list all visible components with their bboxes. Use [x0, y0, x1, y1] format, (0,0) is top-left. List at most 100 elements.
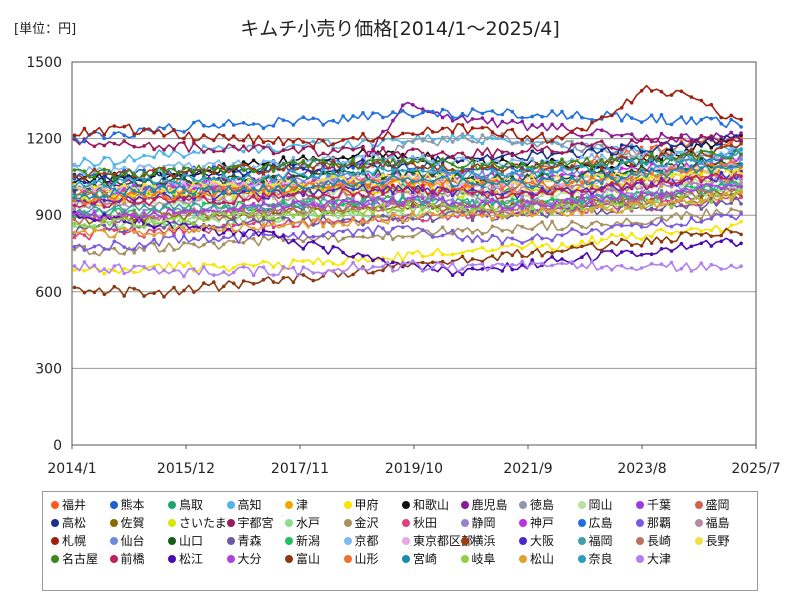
data-point	[610, 168, 614, 173]
data-point	[231, 223, 236, 228]
data-point	[550, 109, 554, 113]
data-point	[610, 240, 614, 245]
data-point	[301, 159, 306, 163]
data-point	[570, 143, 574, 147]
data-point	[560, 199, 564, 203]
legend-item: 新潟	[285, 533, 320, 549]
data-point	[301, 206, 306, 210]
data-point	[619, 250, 624, 254]
data-point	[331, 142, 336, 146]
data-point	[82, 268, 87, 273]
y-tick-label: 600	[35, 285, 62, 301]
data-point	[212, 216, 216, 221]
data-point	[231, 266, 236, 270]
data-point	[560, 202, 564, 207]
data-point	[411, 234, 415, 239]
data-point	[709, 150, 714, 154]
data-point	[221, 235, 226, 240]
legend: 福井 熊本 鳥取 高知 津 甲府 和歌山 鹿児島 徳島 岡山 千葉 盛岡 高松 佐賀 さいたま 宇都宮 水戸 金沢…	[42, 491, 758, 591]
data-point	[152, 189, 156, 193]
data-point	[510, 236, 515, 241]
data-point	[600, 148, 604, 153]
data-point	[241, 233, 246, 238]
data-point	[590, 228, 594, 232]
data-point	[500, 112, 505, 117]
data-point	[659, 152, 664, 156]
data-point	[570, 260, 574, 264]
data-point	[580, 149, 584, 154]
data-point	[669, 154, 674, 159]
data-point	[520, 162, 524, 166]
data-point	[92, 204, 97, 209]
data-point	[371, 139, 375, 143]
data-point	[540, 114, 544, 119]
data-point	[450, 193, 455, 198]
legend-item: 徳島	[519, 497, 554, 513]
data-point	[460, 156, 465, 160]
data-point	[699, 149, 704, 153]
data-point	[271, 179, 276, 184]
data-point	[221, 270, 226, 274]
data-point	[669, 169, 674, 174]
data-point	[520, 206, 524, 211]
data-point	[460, 151, 465, 155]
legend-marker	[577, 537, 586, 545]
data-point	[291, 280, 296, 285]
data-point	[261, 184, 266, 188]
data-point	[132, 179, 136, 183]
data-point	[530, 174, 534, 178]
data-point	[241, 162, 246, 167]
data-point	[739, 264, 743, 269]
data-point	[590, 235, 594, 239]
data-point	[689, 95, 694, 99]
legend-item: 大分	[226, 551, 262, 567]
data-point	[261, 192, 266, 196]
legend-label: 静岡	[471, 516, 496, 530]
x-tick-label: 2019/10	[385, 461, 443, 477]
data-point	[401, 185, 405, 189]
data-point	[371, 212, 375, 216]
data-point	[301, 265, 306, 270]
data-point	[430, 173, 435, 178]
data-point	[490, 205, 495, 210]
data-point	[102, 143, 107, 148]
data-point	[729, 198, 733, 203]
data-point	[689, 158, 694, 162]
data-point	[371, 144, 375, 148]
data-point	[251, 179, 256, 183]
data-point	[202, 172, 206, 176]
data-point	[610, 134, 614, 138]
data-point	[221, 228, 226, 232]
data-point	[570, 212, 574, 216]
data-point	[560, 151, 564, 155]
data-point	[381, 202, 385, 207]
data-point	[381, 264, 385, 269]
data-point	[430, 202, 435, 206]
data-point	[510, 267, 515, 272]
data-point	[142, 198, 146, 203]
data-point	[331, 245, 336, 249]
data-point	[361, 235, 365, 239]
data-point	[709, 102, 714, 107]
legend-label: 神戸	[530, 516, 555, 530]
legend-item: 和歌山	[402, 497, 449, 513]
data-point	[291, 123, 296, 127]
data-point	[560, 183, 564, 187]
legend-marker	[226, 555, 235, 563]
data-point	[221, 242, 226, 247]
data-point	[420, 177, 425, 181]
data-point	[570, 115, 574, 119]
data-point	[679, 223, 684, 228]
data-point	[440, 150, 445, 154]
data-point	[361, 165, 365, 170]
data-point	[430, 235, 435, 239]
data-point	[261, 140, 266, 144]
data-point	[480, 199, 485, 204]
data-point	[440, 225, 445, 230]
data-point	[351, 166, 355, 170]
data-point	[112, 181, 117, 186]
data-point	[142, 233, 146, 237]
x-tick-label: 2014/1	[47, 461, 96, 477]
data-point	[102, 205, 107, 209]
data-point	[610, 268, 614, 272]
